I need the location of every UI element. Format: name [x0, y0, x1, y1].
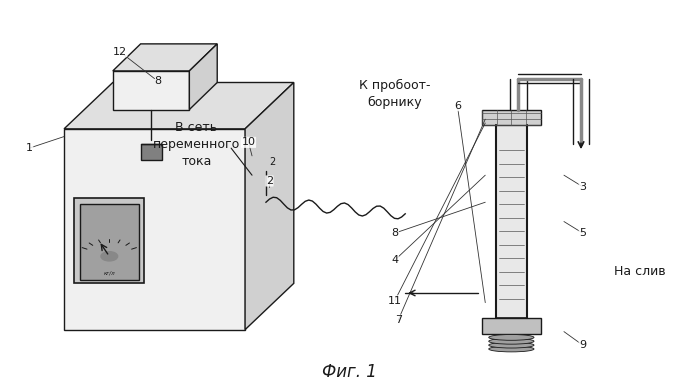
Text: 1: 1 — [26, 143, 33, 153]
Ellipse shape — [489, 346, 534, 352]
Text: 2: 2 — [266, 176, 273, 186]
Polygon shape — [113, 71, 189, 110]
Text: 3: 3 — [579, 182, 586, 192]
Text: 6: 6 — [454, 101, 461, 110]
Polygon shape — [482, 110, 541, 125]
Ellipse shape — [489, 342, 534, 348]
Polygon shape — [80, 204, 138, 280]
Polygon shape — [189, 44, 217, 110]
Polygon shape — [113, 44, 217, 71]
Text: 8: 8 — [391, 228, 398, 238]
Text: 12: 12 — [113, 47, 127, 56]
Polygon shape — [75, 198, 144, 283]
Polygon shape — [482, 318, 541, 333]
Circle shape — [101, 252, 117, 261]
Text: В сеть
переменного
тока: В сеть переменного тока — [152, 121, 240, 168]
Text: К пробоот-
борнику: К пробоот- борнику — [359, 79, 431, 109]
Text: 5: 5 — [579, 228, 586, 238]
Polygon shape — [140, 144, 161, 160]
Text: На слив: На слив — [614, 265, 665, 278]
Ellipse shape — [489, 335, 534, 340]
Text: 9: 9 — [579, 340, 586, 350]
Text: 8: 8 — [154, 75, 161, 86]
Text: 10: 10 — [242, 137, 256, 147]
Polygon shape — [64, 129, 245, 330]
Polygon shape — [245, 82, 294, 330]
Polygon shape — [496, 125, 527, 318]
Text: 11: 11 — [388, 296, 402, 306]
Polygon shape — [64, 82, 294, 129]
Text: кг/л: кг/л — [103, 271, 115, 276]
Text: 2: 2 — [269, 158, 275, 167]
Text: 4: 4 — [391, 255, 398, 265]
Text: Фиг. 1: Фиг. 1 — [322, 363, 377, 381]
Ellipse shape — [489, 338, 534, 344]
Text: 7: 7 — [395, 315, 402, 325]
